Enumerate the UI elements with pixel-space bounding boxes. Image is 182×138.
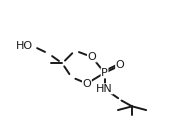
Text: O: O [116, 60, 124, 70]
Text: HO: HO [16, 41, 33, 51]
Text: P: P [101, 68, 108, 78]
Text: O: O [88, 52, 96, 62]
Text: O: O [83, 79, 91, 88]
Text: HN: HN [96, 84, 113, 94]
